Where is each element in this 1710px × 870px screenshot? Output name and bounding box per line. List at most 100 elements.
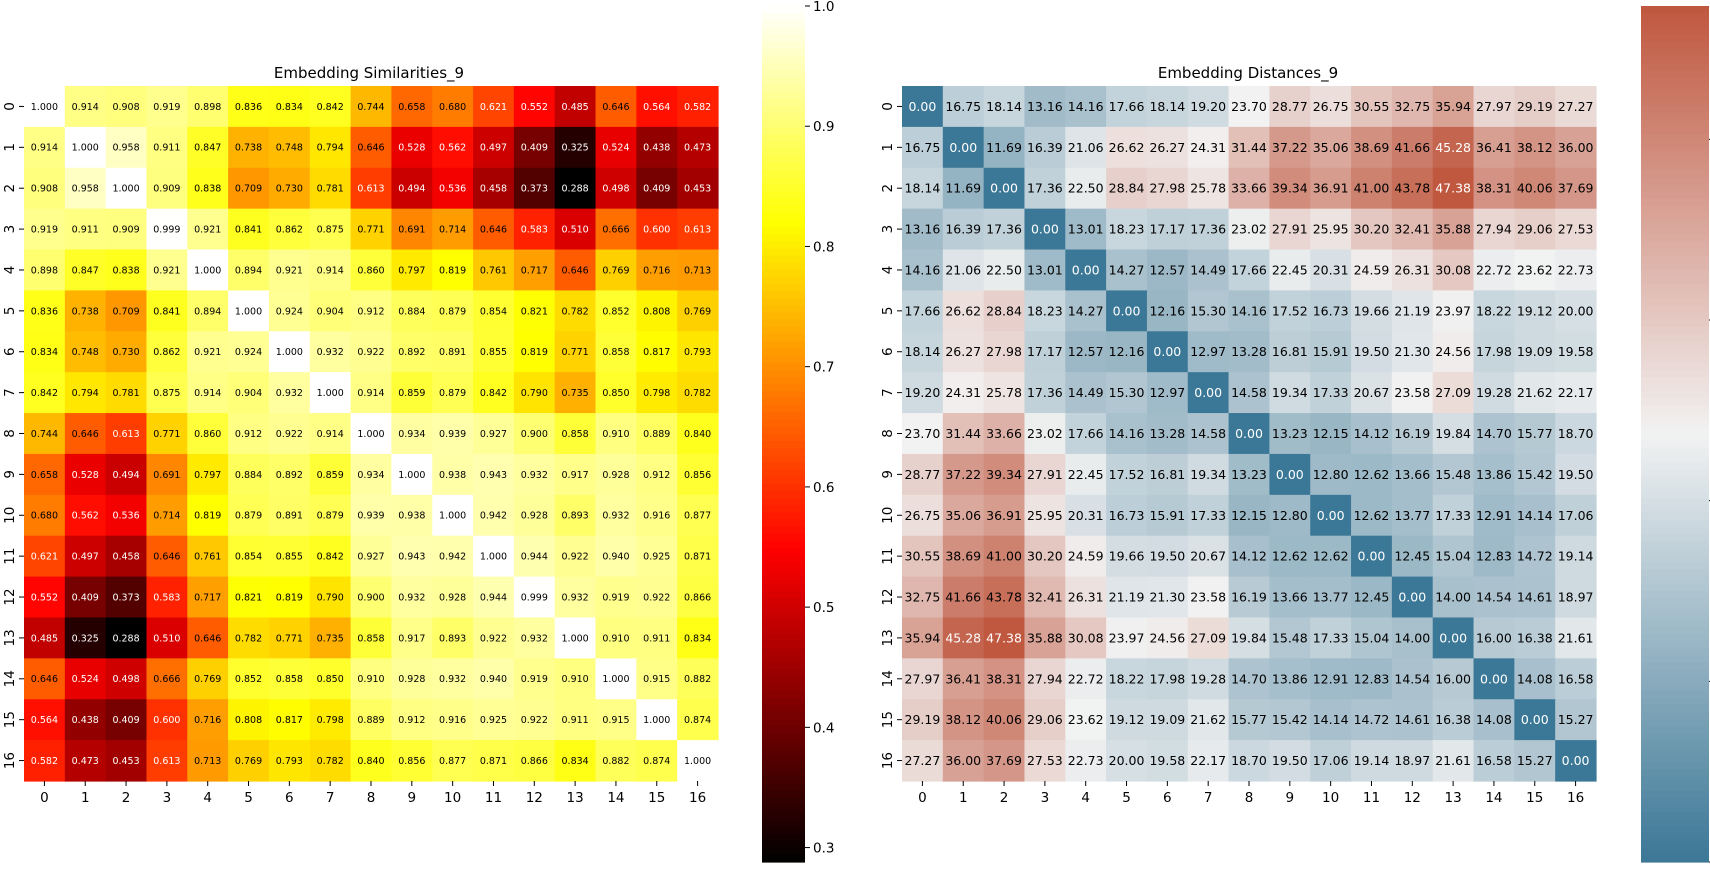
colorbar-segment — [762, 526, 805, 535]
cell-value-label: 41.66 — [945, 590, 981, 605]
heatmap-cell — [1514, 167, 1556, 210]
cell-value-label: 0.497 — [480, 143, 507, 154]
heatmap-cell — [1106, 86, 1148, 128]
heatmap-cell — [1310, 740, 1352, 782]
heatmap-cell — [1310, 658, 1352, 700]
colorbar-segment — [1641, 212, 1709, 221]
cell-value-label: 19.84 — [1435, 426, 1471, 441]
heatmap-cell — [187, 576, 229, 619]
cell-value-label: 27.53 — [1558, 222, 1594, 237]
heatmap-cell — [1269, 208, 1311, 251]
cell-value-label: 19.20 — [1190, 99, 1226, 114]
colorbar-segment — [1641, 833, 1709, 842]
heatmap-cell — [391, 290, 433, 332]
cell-value-label: 0.613 — [357, 184, 384, 195]
cell-value-label: 40.06 — [986, 712, 1022, 727]
cell-value-label: 13.66 — [1272, 590, 1308, 605]
heatmap-cell — [64, 453, 107, 496]
cell-value-label: 0.999 — [521, 592, 548, 603]
heatmap-cell — [187, 331, 229, 373]
heatmap-cell — [1432, 331, 1475, 373]
cell-value-label: 0.943 — [398, 552, 425, 563]
heatmap-cell — [473, 658, 515, 700]
cell-value-label: 0.790 — [521, 388, 548, 399]
cell-value-label: 36.91 — [986, 508, 1022, 523]
cell-value-label: 0.646 — [602, 102, 629, 113]
cell-value-label: 0.834 — [276, 102, 303, 113]
heatmap-cell — [554, 576, 597, 619]
cell-value-label: 0.838 — [112, 265, 139, 276]
heatmap-cell — [1065, 535, 1107, 578]
heatmap-cell — [636, 372, 678, 414]
y-tick-label: 12 — [2, 588, 18, 605]
colorbar-segment — [1641, 626, 1709, 635]
heatmap-cell — [677, 617, 719, 659]
heatmap-cell — [902, 331, 944, 373]
colorbar-segment — [1641, 533, 1709, 542]
cell-value-label: 45.28 — [945, 630, 981, 645]
cell-value-label: 1.000 — [357, 429, 384, 440]
heatmap-cell — [309, 290, 352, 332]
cell-value-label: 0.891 — [276, 511, 303, 522]
heatmap-cell — [268, 208, 311, 251]
heatmap-cell — [902, 290, 944, 332]
cell-value-label: 18.14 — [905, 344, 941, 359]
colorbar-segment — [1641, 63, 1709, 71]
cell-value-label: 16.58 — [1476, 753, 1512, 768]
cell-value-label: 0.00 — [1480, 671, 1508, 686]
cell-value-label: 15.04 — [1435, 549, 1471, 564]
colorbar-segment — [1641, 191, 1709, 200]
colorbar-segment — [762, 562, 805, 571]
y-tick-label: 1 — [2, 143, 18, 152]
cell-value-label: 14.54 — [1394, 671, 1430, 686]
cell-value-label: 17.06 — [1313, 753, 1349, 768]
cell-value-label: 0.713 — [684, 265, 711, 276]
cell-value-label: 0.914 — [31, 143, 58, 154]
cell-value-label: 27.09 — [1435, 385, 1471, 400]
cell-value-label: 0.782 — [562, 306, 589, 317]
x-tick-label: 9 — [408, 790, 417, 806]
heatmap-cell — [1146, 372, 1189, 414]
heatmap-cell — [1106, 494, 1148, 537]
heatmap-cell — [1065, 290, 1107, 332]
cell-value-label: 0.922 — [562, 552, 589, 563]
colorbar-segment — [762, 184, 805, 193]
cell-value-label: 0.761 — [194, 552, 221, 563]
cell-value-label: 0.911 — [643, 633, 670, 644]
colorbar-segment — [762, 177, 805, 185]
heatmap-cell — [473, 576, 515, 619]
heatmap-cell — [187, 290, 229, 332]
cell-value-label: 0.847 — [72, 265, 99, 276]
cell-value-label: 0.735 — [562, 388, 589, 399]
heatmap-cell — [636, 249, 678, 292]
cell-value-label: 0.582 — [684, 102, 711, 113]
cell-value-label: 0.836 — [31, 306, 58, 317]
heatmap-cell — [1310, 126, 1352, 169]
heatmap-cell — [187, 494, 229, 537]
colorbar-segment — [1641, 648, 1709, 656]
colorbar-segment — [762, 712, 805, 720]
cell-value-label: 38.12 — [945, 712, 981, 727]
cell-value-label: 0.288 — [562, 184, 589, 195]
cell-value-label: 37.69 — [1558, 181, 1594, 196]
heatmap-cell — [1555, 740, 1597, 782]
heatmap-cell — [1310, 699, 1352, 741]
cell-value-label: 31.44 — [1231, 140, 1267, 155]
heatmap-cell — [554, 699, 597, 741]
colorbar-segment — [762, 590, 805, 599]
x-tick-label: 5 — [1122, 790, 1131, 806]
cell-value-label: 0.893 — [439, 633, 466, 644]
heatmap-cell — [1146, 740, 1189, 782]
colorbar-segment — [1641, 569, 1709, 578]
colorbar-segment — [1641, 576, 1709, 585]
cell-value-label: 45.28 — [1435, 140, 1471, 155]
colorbar-segment — [762, 747, 805, 756]
cell-value-label: 13.86 — [1476, 467, 1512, 482]
colorbar-segment — [1641, 655, 1709, 663]
heatmap-cell — [983, 208, 1026, 251]
x-tick-label: 5 — [244, 790, 253, 806]
cell-value-label: 0.842 — [480, 388, 507, 399]
cell-value-label: 23.02 — [1027, 426, 1063, 441]
cell-value-label: 27.27 — [905, 753, 941, 768]
x-tick-label: 6 — [1163, 790, 1172, 806]
